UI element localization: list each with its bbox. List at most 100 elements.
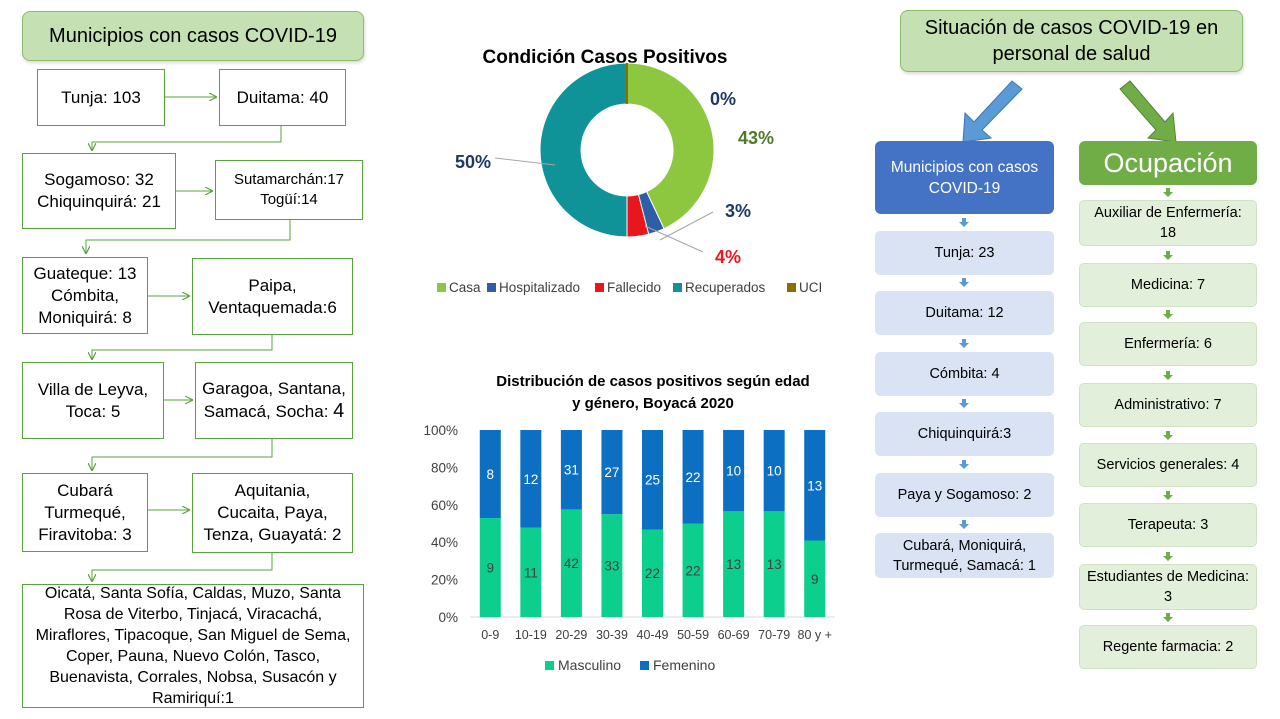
ocupacion-header: Ocupación <box>1079 141 1257 185</box>
donut-chart: Condición Casos Positivos 0% 43% 3% 4% 5… <box>437 47 822 295</box>
x-tick-label: 40-49 <box>637 628 669 642</box>
legend-swatch <box>595 283 604 292</box>
label-hospitalizado-pct: 3% <box>725 201 751 221</box>
box-duitama: Duitama: 40 <box>219 69 346 126</box>
down-arrow-icon <box>1163 310 1173 319</box>
bar-masculino <box>601 514 623 617</box>
bar-masculino <box>642 529 663 617</box>
right-arrows <box>962 80 1177 143</box>
box-villa-de-leyva: Villa de Leyva, Toca: 5 <box>22 362 164 439</box>
down-arrow-icon <box>1163 188 1173 197</box>
label-casa-pct: 43% <box>738 128 774 148</box>
y-tick-label: 40% <box>431 535 458 550</box>
data-label-masculino: 22 <box>686 563 701 578</box>
garagoa-label: Garagoa, Santana, Samacá, Socha: <box>202 379 346 421</box>
green-arrow-icon <box>1119 80 1177 143</box>
slice-casa <box>626 62 715 230</box>
x-tick-label: 0-9 <box>481 628 499 642</box>
y-tick-label: 80% <box>431 460 458 475</box>
box-sutamarchan: Sutamarchán:17 Togüí:14 <box>215 160 363 220</box>
box-aquitania: Aquitania, Cucaita, Paya, Tenza, Guayatá… <box>192 473 353 553</box>
bar-masculino <box>763 511 785 617</box>
x-tick-label: 70-79 <box>758 628 790 642</box>
down-arrow-icon <box>1163 371 1173 380</box>
box-garagoa-text: Garagoa, Santana, Samacá, Socha: 4 <box>202 378 346 423</box>
bar-title-line2: y género, Boyacá 2020 <box>572 395 734 412</box>
data-label-masculino: 13 <box>767 557 782 572</box>
bar-femenino <box>642 430 663 530</box>
data-label-femenino: 13 <box>807 478 822 493</box>
right-panel-title: Situación de casos COVID-19 en personal … <box>900 10 1243 72</box>
bar-femenino <box>601 430 623 515</box>
municipio-item: Tunja: 23 <box>875 231 1054 275</box>
left-connectors <box>0 0 291 719</box>
data-label-femenino: 27 <box>604 465 619 480</box>
label-recuperados-pct: 50% <box>455 152 491 172</box>
down-arrow-icon <box>959 339 969 348</box>
legend-label: Hospitalizado <box>499 280 580 295</box>
donut-title: Condición Casos Positivos <box>483 47 728 68</box>
bar-femenino <box>520 430 542 528</box>
x-tick-label: 10-19 <box>515 628 547 642</box>
left-panel-title: Municipios con casos COVID-19 <box>22 11 364 61</box>
blue-arrow-icon <box>962 80 1023 143</box>
bar-femenino <box>560 430 582 510</box>
x-tick-label: 60-69 <box>718 628 750 642</box>
ocupacion-item: Enfermería: 6 <box>1079 322 1257 366</box>
bar-chart: Distribución de casos positivos según ed… <box>423 373 835 673</box>
y-tick-label: 20% <box>431 573 458 588</box>
bar-masculino <box>804 540 826 617</box>
legend-swatch <box>640 661 649 670</box>
box-garagoa: Garagoa, Santana, Samacá, Socha: 4 <box>195 362 353 439</box>
data-label-femenino: 8 <box>487 467 495 482</box>
down-arrow-icon <box>1163 431 1173 440</box>
x-tick-label: 80 y + <box>798 628 832 642</box>
data-label-femenino: 31 <box>564 463 579 478</box>
legend-label: Casa <box>449 280 481 295</box>
municipio-item: Duitama: 12 <box>875 291 1054 335</box>
data-label-masculino: 33 <box>604 559 619 574</box>
x-tick-label: 20-29 <box>555 628 587 642</box>
municipio-item: Paya y Sogamoso: 2 <box>875 473 1054 517</box>
legend-swatch <box>545 661 554 670</box>
ocupacion-item: Servicios generales: 4 <box>1079 443 1257 487</box>
legend-swatch <box>437 283 446 292</box>
bar-title-line1: Distribución de casos positivos según ed… <box>496 373 809 390</box>
ocupacion-item: Regente farmacia: 2 <box>1079 625 1257 669</box>
down-arrow-icon <box>1163 251 1173 260</box>
box-guateque: Guateque: 13 Cómbita, Moniquirá: 8 <box>22 257 148 334</box>
ocupacion-item: Administrativo: 7 <box>1079 383 1257 427</box>
y-tick-label: 60% <box>431 498 458 513</box>
down-arrow-icon <box>959 520 969 529</box>
ocupacion-item: Auxiliar de Enfermería: 18 <box>1079 200 1257 246</box>
slice-recuperados <box>539 62 628 238</box>
y-tick-label: 0% <box>438 610 458 625</box>
bar-masculino <box>520 527 542 617</box>
data-label-masculino: 9 <box>811 572 819 587</box>
bar-femenino <box>682 430 704 524</box>
legend-label: UCI <box>799 280 822 295</box>
down-arrow-icon <box>959 399 969 408</box>
donut-legend: Casa Hospitalizado Fallecido Recuperados UCI <box>437 280 822 295</box>
municipio-item: Chiquinquirá:3 <box>875 412 1054 456</box>
data-label-masculino: 11 <box>524 565 538 580</box>
bar-femenino <box>479 430 501 518</box>
data-label-femenino: 25 <box>645 473 660 488</box>
legend-label: Masculino <box>558 657 621 673</box>
legend-label: Femenino <box>653 657 715 673</box>
ocupacion-item: Terapeuta: 3 <box>1079 503 1257 547</box>
down-arrow-icon <box>1163 491 1173 500</box>
label-fallecido-pct: 4% <box>715 247 741 267</box>
legend-swatch <box>487 283 496 292</box>
legend-label: Fallecido <box>607 280 661 295</box>
data-label-masculino: 42 <box>564 556 579 571</box>
bar-femenino <box>723 430 745 512</box>
data-label-femenino: 22 <box>686 470 701 485</box>
municipio-item: Cubará, Moniquirá, Turmequé, Samacá: 1 <box>875 533 1054 578</box>
x-tick-label: 50-59 <box>677 628 709 642</box>
box-paipa: Paipa, Ventaquemada:6 <box>192 258 353 335</box>
bar-femenino <box>804 430 826 541</box>
data-label-femenino: 12 <box>523 472 538 487</box>
down-arrow-icon <box>959 460 969 469</box>
data-label-femenino: 10 <box>767 464 782 479</box>
